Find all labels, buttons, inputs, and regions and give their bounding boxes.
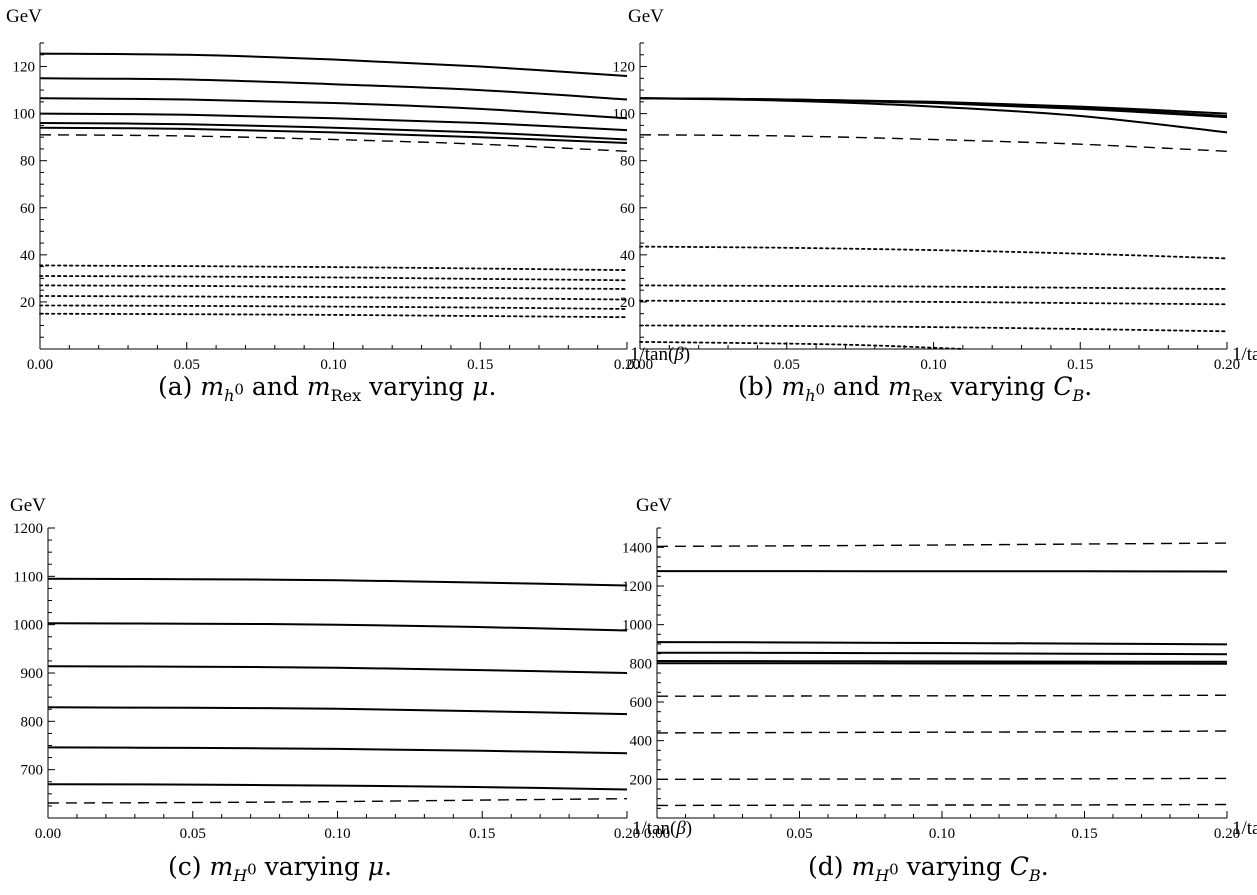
x-tick-label: 0.20 — [614, 357, 640, 373]
y-tick-label: 600 — [630, 695, 653, 711]
y-tick-label: 60 — [20, 201, 35, 217]
panel-c-plot: 0.00 0.05 0.10 0.15 0.20 700 800 900 1000 1100 120… — [10, 495, 692, 842]
series-line-dotted — [639, 245, 1228, 260]
x-tick-label: 0.20 — [614, 826, 640, 842]
y-tick-label: 20 — [20, 295, 35, 311]
x-tick-label: 0.05 — [786, 826, 812, 842]
series-line-solid — [47, 746, 628, 755]
series-line-dashed — [639, 134, 1228, 152]
series-line-solid — [39, 52, 628, 77]
y-tick-label: 700 — [21, 763, 44, 779]
x-tick-label: 0.20 — [1214, 357, 1240, 373]
series-line-dashed — [47, 798, 628, 804]
y-tick-label: 1100 — [14, 569, 43, 585]
x-tick-label: 0.15 — [467, 357, 493, 373]
x-tick-label: 0.10 — [920, 357, 946, 373]
y-tick-label: 1000 — [13, 618, 43, 634]
series-line-solid — [47, 783, 628, 791]
x-tick-label: 0.15 — [469, 826, 495, 842]
y-tick-label: 20 — [620, 295, 635, 311]
y-tick-label: 60 — [620, 201, 635, 217]
panel-a-plot: 0.00 0.05 0.10 0.15 0.2020406080100120GeV1/t… — [6, 6, 690, 373]
x-tick-label: 0.15 — [1071, 826, 1097, 842]
x-tick-label: 0.00 — [27, 357, 53, 373]
series-line-solid — [39, 97, 628, 120]
y-tick-label: 1200 — [622, 579, 652, 595]
caption-a: (a) mh0 and mRex varying μ. — [158, 372, 497, 405]
x-tick-label: 0.00 — [644, 826, 670, 842]
y-tick-label: 120 — [13, 60, 36, 76]
series-line-dotted — [639, 324, 1228, 333]
y-tick-label: 1400 — [622, 540, 652, 556]
series-line-solid — [47, 665, 628, 674]
y-tick-label: 200 — [630, 772, 653, 788]
panel-d-plot: 0.00 0.05 0.10 0.15 0.20 200 400 600 800 1000 1200… — [622, 495, 1257, 842]
series-line-dotted — [39, 264, 628, 271]
x-tick-label: 0.05 — [180, 826, 206, 842]
y-tick-label: 800 — [630, 656, 653, 672]
y-unit-label: GeV — [6, 6, 42, 27]
y-tick-label: 1200 — [13, 521, 43, 537]
series-line-solid — [47, 622, 628, 632]
series-line-solid — [39, 112, 628, 132]
x-tick-label: 0.05 — [174, 357, 200, 373]
series-line-dotted — [39, 304, 628, 310]
y-tick-label: 40 — [20, 248, 35, 264]
x-tick-label: 0.15 — [1067, 357, 1093, 373]
series-line-dotted — [39, 312, 628, 319]
series-line-dotted — [39, 275, 628, 282]
series-line-solid — [39, 126, 628, 144]
series-line-solid — [39, 122, 628, 141]
caption-b: (b) mh0 and mRex varying CB. — [738, 372, 1093, 405]
y-unit-label: GeV — [628, 6, 664, 27]
y-tick-label: 1000 — [622, 618, 652, 634]
series-line-dashed — [656, 777, 1228, 780]
x-tick-label: 0.10 — [320, 357, 346, 373]
series-line-solid — [47, 706, 628, 716]
y-tick-label: 120 — [613, 60, 636, 76]
y-tick-label: 100 — [13, 107, 36, 123]
x-axis-label: 1/tan(β) — [1232, 818, 1257, 839]
x-tick-label: 0.00 — [35, 826, 61, 842]
y-tick-label: 80 — [620, 154, 635, 170]
x-tick-label: 0.20 — [1214, 826, 1240, 842]
series-line-solid — [656, 651, 1228, 656]
series-line-dotted — [639, 299, 1228, 306]
series-line-solid — [656, 660, 1228, 663]
x-tick-label: 0.10 — [929, 826, 955, 842]
series-line-solid — [39, 77, 628, 101]
series-line-dotted — [39, 295, 628, 301]
y-tick-label: 800 — [21, 714, 44, 730]
x-axis-label: 1/tan(β) — [1232, 344, 1257, 365]
y-tick-label: 400 — [630, 734, 653, 750]
x-tick-label: 0.10 — [324, 826, 350, 842]
series-line-dashed — [39, 134, 628, 152]
y-tick-label: 80 — [20, 154, 35, 170]
series-line-dotted — [639, 284, 1228, 290]
series-line-dotted — [639, 341, 964, 350]
series-line-dashed — [656, 803, 1228, 807]
y-tick-label: 100 — [613, 107, 636, 123]
series-line-dashed — [656, 542, 1228, 548]
y-tick-label: 40 — [620, 248, 635, 264]
y-unit-label: GeV — [10, 495, 46, 516]
x-tick-label: 0.05 — [774, 357, 800, 373]
series-line-dashed — [656, 730, 1228, 734]
x-tick-label: 0.00 — [627, 357, 653, 373]
panel-b-plot: 0.00 0.05 0.10 0.15 0.20 20 40 60 80 100 120 GeV 1/t… — [613, 6, 1257, 373]
series-line-solid — [47, 577, 628, 587]
caption-d: (d) mH0 varying CB. — [808, 852, 1049, 885]
y-unit-label: GeV — [636, 495, 672, 516]
x-axis-label: 1/tan(β) — [632, 818, 692, 839]
series-line-solid — [656, 641, 1228, 646]
series-line-dotted — [39, 284, 628, 290]
caption-c: (c) mH0 varying μ. — [168, 852, 392, 885]
series-line-dashed — [656, 694, 1228, 697]
series-line-solid — [639, 97, 1228, 134]
y-tick-label: 900 — [21, 666, 44, 682]
